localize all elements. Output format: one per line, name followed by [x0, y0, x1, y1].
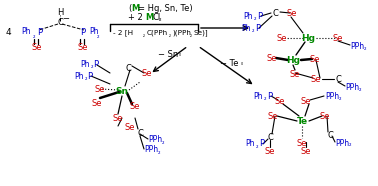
Text: Se: Se	[265, 147, 275, 155]
Text: = Hg, Sn, Te): = Hg, Sn, Te)	[138, 4, 193, 12]
Text: ₂: ₂	[252, 28, 254, 33]
Text: ₂: ₂	[264, 95, 266, 100]
Text: ₂: ₂	[190, 33, 192, 38]
Text: Ph: Ph	[253, 92, 262, 100]
Text: Se: Se	[113, 113, 123, 123]
Text: ₂: ₂	[339, 95, 341, 100]
Text: Cl: Cl	[152, 12, 160, 22]
Text: C(PPh: C(PPh	[147, 30, 168, 36]
Text: Se: Se	[301, 147, 311, 155]
Text: (: (	[128, 4, 131, 12]
Text: Se: Se	[311, 75, 321, 84]
Text: PPh: PPh	[335, 139, 349, 147]
Text: )(PPh: )(PPh	[172, 30, 191, 36]
Text: Se: Se	[78, 42, 88, 52]
Text: Se)]: Se)]	[193, 30, 208, 36]
Text: Hg: Hg	[301, 33, 315, 42]
Text: P: P	[259, 140, 264, 148]
Text: ₂: ₂	[158, 150, 161, 155]
Text: Se: Se	[32, 42, 42, 52]
Text: ₂: ₂	[254, 15, 257, 20]
Text: ₂: ₂	[162, 140, 164, 145]
Text: C: C	[267, 134, 273, 142]
Text: P: P	[257, 12, 262, 20]
Text: PPh: PPh	[345, 83, 359, 92]
Text: Se: Se	[290, 70, 300, 78]
Text: Se: Se	[142, 68, 152, 78]
Text: Ph: Ph	[80, 60, 90, 68]
Text: Te: Te	[296, 116, 308, 126]
Text: ⁰: ⁰	[179, 54, 181, 59]
Text: − Te: − Te	[220, 59, 239, 68]
Text: Se: Se	[268, 111, 278, 121]
Text: Se: Se	[320, 111, 330, 121]
Text: C: C	[125, 63, 131, 73]
Text: − Sn: − Sn	[158, 49, 178, 59]
Text: ₂: ₂	[143, 33, 145, 38]
Text: Sn: Sn	[116, 86, 129, 95]
Text: ₂: ₂	[97, 34, 99, 39]
Text: Se: Se	[267, 54, 277, 62]
Text: PPh: PPh	[350, 41, 364, 51]
Text: C: C	[137, 129, 143, 137]
Text: Se: Se	[277, 33, 287, 42]
Text: ⁰: ⁰	[241, 62, 243, 68]
Text: C: C	[335, 75, 341, 84]
Text: P: P	[255, 23, 260, 33]
Text: Ph: Ph	[241, 23, 251, 33]
Text: Ph: Ph	[245, 140, 254, 148]
Text: C: C	[327, 132, 333, 140]
Text: Ph: Ph	[243, 12, 253, 20]
Text: Ph: Ph	[74, 71, 84, 81]
Text: Se: Se	[297, 139, 307, 147]
Text: Ph: Ph	[89, 26, 99, 36]
Text: Se: Se	[125, 124, 135, 132]
Text: Se: Se	[92, 99, 102, 108]
Text: C: C	[272, 9, 278, 17]
Text: Ph: Ph	[22, 26, 31, 36]
Text: H: H	[57, 7, 63, 17]
Text: - 2 [H: - 2 [H	[113, 30, 133, 36]
Text: Se: Se	[130, 102, 140, 110]
Text: P: P	[93, 60, 98, 68]
Text: 4: 4	[5, 28, 11, 36]
Text: ₂: ₂	[159, 17, 161, 22]
Text: ₂: ₂	[33, 34, 36, 39]
Text: M: M	[131, 4, 139, 12]
Text: C: C	[57, 17, 63, 26]
Text: Se: Se	[301, 97, 311, 105]
Text: ₂: ₂	[359, 86, 361, 92]
Text: Se: Se	[310, 54, 320, 63]
Text: P: P	[37, 28, 42, 36]
Text: P: P	[80, 28, 85, 36]
Text: ₂: ₂	[91, 63, 93, 68]
Text: Se: Se	[333, 33, 343, 42]
Text: PPh: PPh	[325, 92, 339, 100]
Text: Se: Se	[275, 97, 285, 105]
Text: M: M	[145, 12, 153, 22]
Text: P: P	[267, 92, 272, 100]
Text: Se: Se	[95, 84, 105, 94]
Text: Se: Se	[287, 9, 297, 17]
Text: Hg: Hg	[286, 55, 300, 65]
Text: P: P	[87, 71, 92, 81]
Text: ₂: ₂	[85, 76, 87, 81]
Text: ₂: ₂	[169, 33, 171, 38]
Text: + 2: + 2	[128, 12, 146, 22]
Text: ₂: ₂	[364, 46, 367, 51]
Text: ₂: ₂	[256, 144, 259, 148]
Text: PPh: PPh	[144, 145, 158, 155]
Text: PPh: PPh	[148, 135, 162, 145]
Text: ₂: ₂	[349, 142, 352, 147]
Text: −: −	[62, 15, 70, 23]
